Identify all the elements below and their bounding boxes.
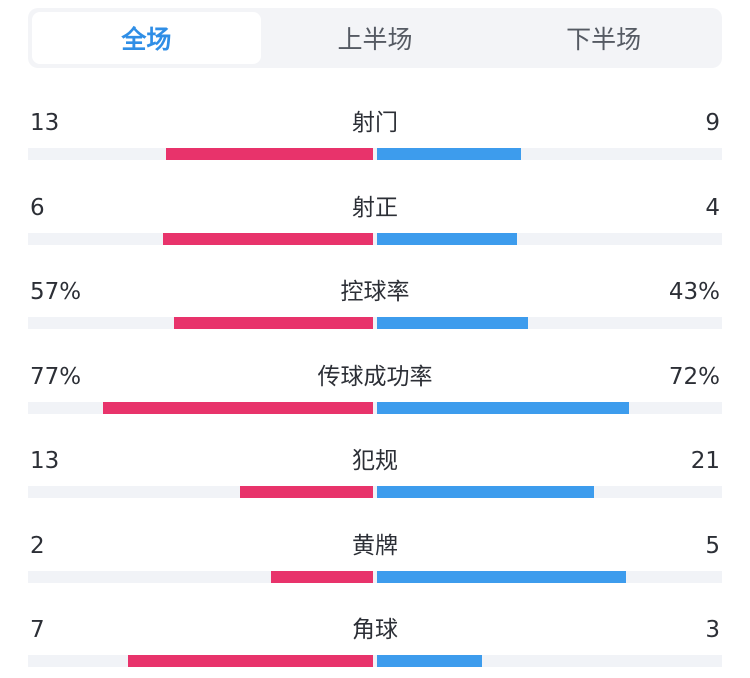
stat-row-fouls: 13 犯规 21	[0, 446, 750, 530]
away-bar	[377, 232, 517, 245]
home-bar	[271, 570, 373, 583]
tab-full-match[interactable]: 全场	[32, 12, 261, 64]
away-value: 43%	[668, 279, 720, 305]
home-value: 13	[30, 448, 60, 474]
home-value: 7	[30, 617, 45, 643]
away-value: 3	[705, 617, 720, 643]
stat-track	[28, 317, 722, 329]
away-value: 5	[705, 532, 720, 559]
home-value: 57%	[30, 279, 82, 305]
home-value: 6	[30, 194, 45, 221]
stat-track	[28, 232, 722, 245]
away-bar	[377, 148, 521, 160]
stat-row-possession: 57% 控球率 43%	[0, 277, 750, 361]
home-bar	[166, 148, 373, 160]
stat-label: 控球率	[340, 279, 410, 305]
stat-label: 传球成功率	[317, 363, 433, 390]
stat-label: 角球	[352, 617, 398, 643]
away-bar	[377, 655, 482, 667]
away-value: 21	[690, 448, 720, 474]
home-value: 77%	[30, 363, 82, 390]
away-value: 4	[705, 194, 720, 221]
home-bar	[103, 401, 373, 414]
tab-second-half[interactable]: 下半场	[566, 25, 642, 54]
home-value: 2	[30, 532, 45, 559]
stat-row-pass-accuracy: 77% 传球成功率 72%	[0, 362, 750, 446]
stat-label: 射门	[352, 110, 398, 136]
stat-label: 犯规	[352, 448, 398, 474]
period-tabs: 全场 上半场 下半场	[28, 8, 722, 68]
away-bar	[377, 570, 626, 583]
home-bar	[174, 317, 373, 329]
stat-label: 射正	[352, 194, 398, 221]
stat-track	[28, 486, 722, 498]
away-value: 9	[705, 110, 720, 136]
away-bar	[377, 317, 528, 329]
away-value: 72%	[668, 363, 720, 390]
home-value: 13	[30, 110, 60, 136]
stat-row-shots-on-target: 6 射正 4	[0, 193, 750, 277]
away-bar	[377, 401, 629, 414]
stat-label: 黄牌	[352, 532, 398, 559]
stat-row-corners: 7 角球 3	[0, 615, 750, 678]
away-bar	[377, 486, 594, 498]
home-bar	[240, 486, 373, 498]
tab-first-half[interactable]: 上半场	[337, 25, 413, 54]
home-bar	[163, 232, 373, 245]
stat-row-yellow-cards: 2 黄牌 5	[0, 531, 750, 615]
home-bar	[128, 655, 373, 667]
stat-row-shots: 13 射门 9	[0, 108, 750, 192]
stat-track	[28, 148, 722, 160]
